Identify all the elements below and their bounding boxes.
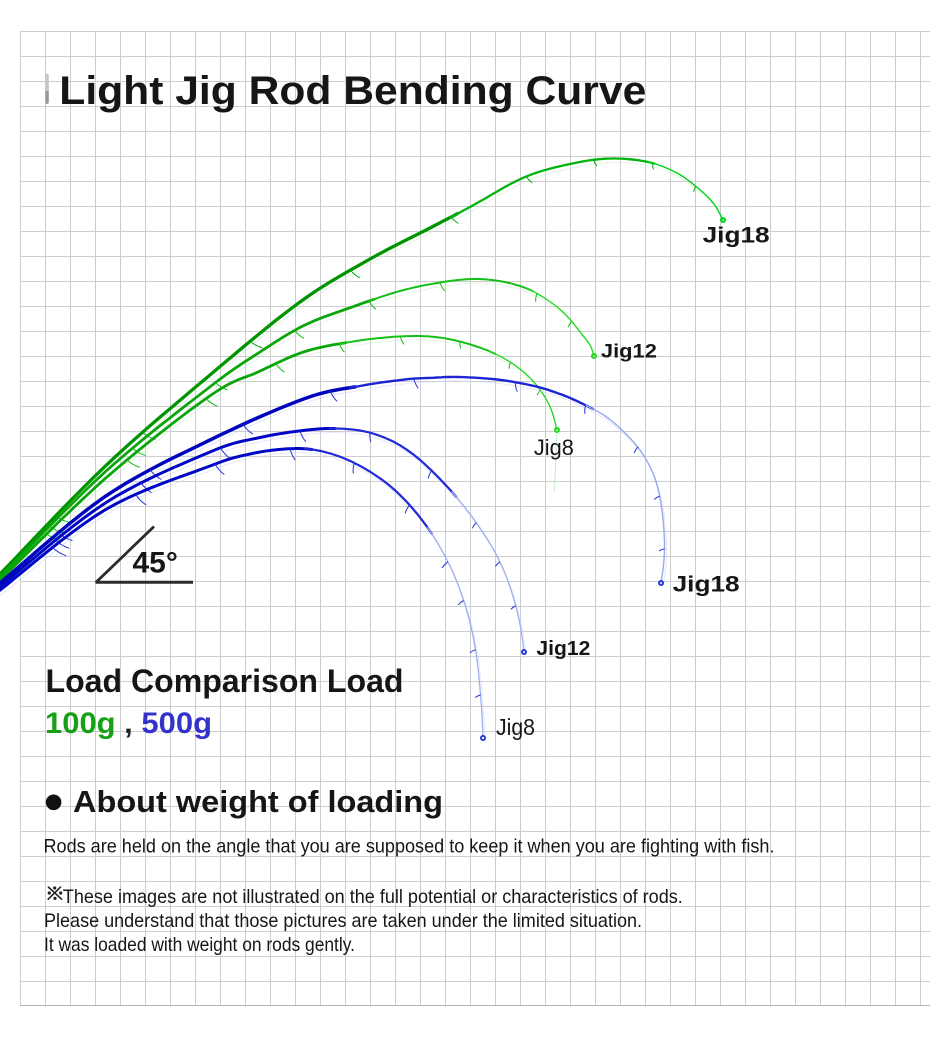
svg-text:Jig18: Jig18 [673, 572, 740, 597]
svg-text:Please understand that those p: Please understand that those pictures ar… [44, 910, 642, 932]
svg-text:It was loaded with weight on r: It was loaded with weight on rods gently… [44, 934, 355, 956]
svg-text:About weight of loading: About weight of loading [73, 785, 443, 819]
svg-text:Jig12: Jig12 [601, 341, 657, 363]
svg-text:Jig18: Jig18 [703, 222, 770, 247]
svg-text:Load Comparison Load: Load Comparison Load [46, 663, 404, 699]
svg-text:100g , 500g: 100g , 500g [45, 707, 212, 740]
svg-text:45°: 45° [133, 547, 178, 580]
svg-text:Jig8: Jig8 [534, 435, 574, 460]
svg-text:Jig8: Jig8 [496, 714, 535, 740]
svg-text:Rods are held on the angle tha: Rods are held on the angle that you are … [44, 835, 775, 857]
svg-text:Light Jig Rod Bending Curve: Light Jig Rod Bending Curve [59, 69, 646, 113]
svg-text:These images are not illustrat: These images are not illustrated on the … [63, 886, 683, 908]
svg-text:Jig12: Jig12 [536, 638, 590, 660]
